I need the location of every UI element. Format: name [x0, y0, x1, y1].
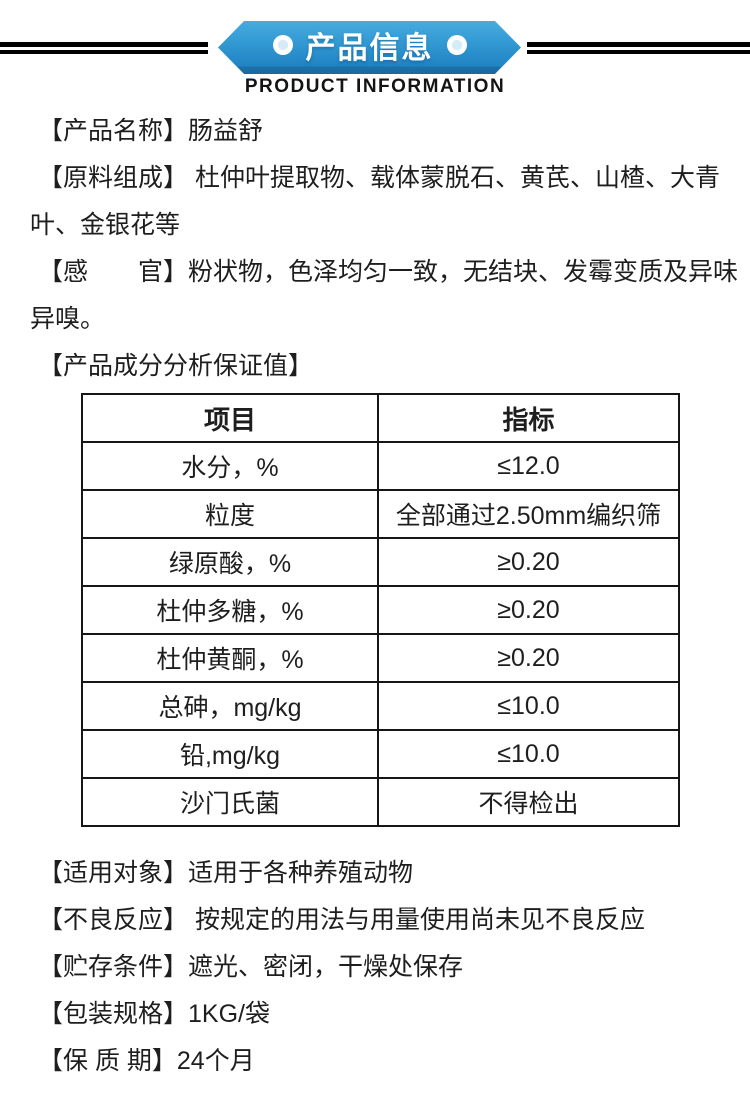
field-shelf-life: 【保 质 期】24个月 — [38, 1047, 255, 1075]
table-row: 杜仲黄酮，% ≥0.20 — [81, 633, 680, 683]
table-row: 沙门氏菌 不得检出 — [81, 777, 680, 827]
table-row: 总砷，mg/kg ≤10.0 — [81, 681, 680, 731]
spec-item-cell: 杜仲黄酮，% — [81, 633, 379, 683]
field-adverse-reaction: 【不良反应】 按规定的用法与用量使用尚未见不良反应 — [38, 906, 645, 934]
spec-value-cell: ≥0.20 — [377, 633, 680, 683]
spec-value-cell: ≤12.0 — [377, 441, 680, 491]
heading-guarantee-values: 【产品成分分析保证值】 — [38, 352, 314, 380]
spec-item-cell: 总砷，mg/kg — [81, 681, 379, 731]
field-sensory-line1: 【感 官】粉状物，色泽均匀一致，无结块、发霉变质及异味 — [38, 258, 739, 286]
spec-item-cell: 沙门氏菌 — [81, 777, 379, 827]
spec-item-cell: 铅,mg/kg — [81, 729, 379, 779]
divider-line-left — [0, 42, 208, 54]
spec-value-cell: ≤10.0 — [377, 729, 680, 779]
table-row: 绿原酸，% ≥0.20 — [81, 537, 680, 587]
spec-value-cell: ≥0.20 — [377, 585, 680, 635]
field-ingredients-line1: 【原料组成】 杜仲叶提取物、载体蒙脱石、黄芪、山楂、大青 — [38, 164, 720, 192]
table-row: 粒度 全部通过2.50mm编织筛 — [81, 489, 680, 539]
table-row: 杜仲多糖，% ≥0.20 — [81, 585, 680, 635]
ribbon-dot-left-icon — [272, 34, 293, 55]
page-title: 产品信息 — [305, 31, 434, 65]
table-row: 水分，% ≤12.0 — [81, 441, 680, 491]
spec-value-cell: ≥0.20 — [377, 537, 680, 587]
spec-item-cell: 杜仲多糖，% — [81, 585, 379, 635]
spec-value-cell: 不得检出 — [377, 777, 680, 827]
divider-line-right — [527, 42, 750, 54]
field-storage-conditions: 【贮存条件】遮光、密闭，干燥处保存 — [38, 953, 464, 981]
product-details: 【产品名称】肠益舒 【原料组成】 杜仲叶提取物、载体蒙脱石、黄芪、山楂、大青 叶… — [0, 101, 750, 827]
field-applicable-targets: 【适用对象】适用于各种养殖动物 — [38, 859, 414, 887]
header-band: 产品信息 PRODUCT INFORMATION — [0, 0, 750, 101]
field-sensory-line2: 异嗅。 — [30, 305, 106, 333]
spec-header-row: 项目 指标 — [81, 393, 680, 443]
table-row: 铅,mg/kg ≤10.0 — [81, 729, 680, 779]
title-ribbon: 产品信息 — [218, 21, 521, 74]
col-header-item: 项目 — [81, 393, 379, 443]
ribbon-dot-right-icon — [446, 34, 467, 55]
spec-value-cell: 全部通过2.50mm编织筛 — [377, 489, 680, 539]
spec-table: 项目 指标 水分，% ≤12.0 粒度 全部通过2.50mm编织筛 绿原酸，% … — [81, 393, 680, 827]
spec-item-cell: 粒度 — [81, 489, 379, 539]
field-ingredients-line2: 叶、金银花等 — [30, 211, 181, 239]
field-package-spec: 【包装规格】1KG/袋 — [38, 1000, 270, 1028]
usage-details: 【适用对象】适用于各种养殖动物 【不良反应】 按规定的用法与用量使用尚未见不良反… — [0, 850, 750, 1085]
spec-item-cell: 绿原酸，% — [81, 537, 379, 587]
field-product-name: 【产品名称】肠益舒 — [38, 117, 264, 145]
spec-value-cell: ≤10.0 — [377, 681, 680, 731]
page-subtitle: PRODUCT INFORMATION — [244, 76, 506, 97]
spec-item-cell: 水分，% — [81, 441, 379, 491]
col-header-spec: 指标 — [377, 393, 680, 443]
